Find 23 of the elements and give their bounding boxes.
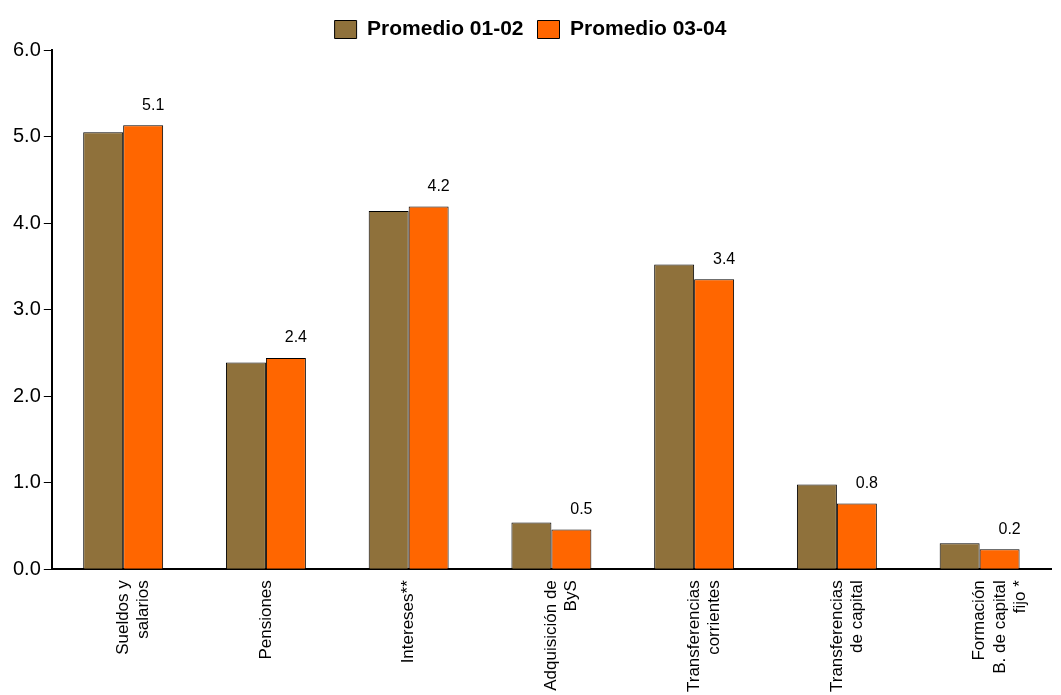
y-tick-label: 4.0 xyxy=(12,210,41,233)
data-label: 0.5 xyxy=(570,499,593,517)
x-tick-label: Adquisición de ByS xyxy=(541,580,581,691)
legend-label: Promedio 01-02 xyxy=(367,16,524,40)
y-tick-label: 5.0 xyxy=(12,124,41,147)
y-tick-label: 2.0 xyxy=(12,383,41,406)
legend-label: Promedio 03-04 xyxy=(570,16,727,40)
x-tick-label: Intereses** xyxy=(398,579,418,664)
data-label: 0.2 xyxy=(998,519,1021,537)
x-tick-label: Sueldos y salarios xyxy=(112,579,153,655)
x-tick-label: Transferencias de capital xyxy=(826,580,866,693)
data-label: 2.4 xyxy=(284,328,308,346)
y-tick-label: 1.0 xyxy=(12,470,41,493)
data-label: 3.4 xyxy=(713,249,736,267)
x-tick-label: Transferencias corrientes xyxy=(683,580,724,693)
y-tick-label: 3.0 xyxy=(12,297,41,320)
data-label: 5.1 xyxy=(142,95,165,113)
data-label: 4.2 xyxy=(427,177,450,195)
data-label: 0.8 xyxy=(855,473,879,491)
y-tick-label: 0.0 xyxy=(12,556,41,579)
x-tick-label: Pensiones xyxy=(255,580,275,660)
y-tick-label: 6.0 xyxy=(12,37,41,60)
x-tick-label: Formación B. de capital fijo * xyxy=(969,579,1030,674)
